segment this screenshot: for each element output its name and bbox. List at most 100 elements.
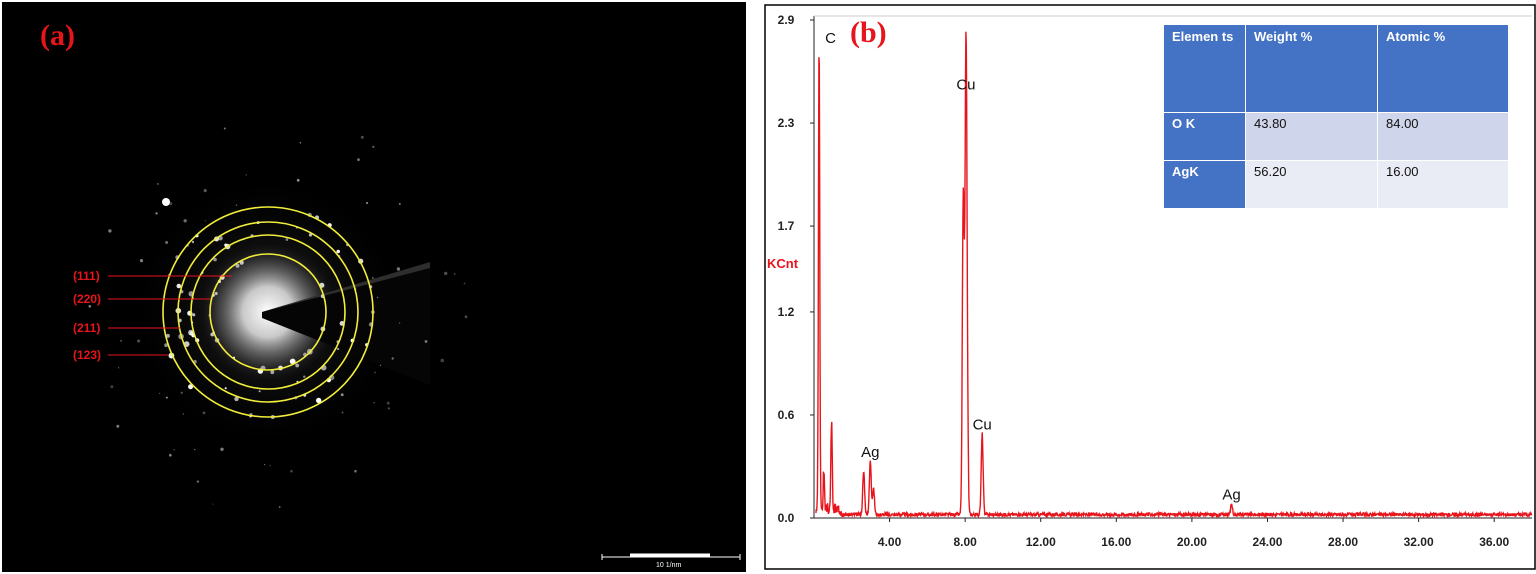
- diffraction-spot: [192, 313, 196, 317]
- diffraction-spot: [235, 204, 238, 206]
- diffraction-spot: [339, 321, 345, 326]
- header-atomic: Atomic %: [1377, 24, 1509, 113]
- diffraction-spot: [118, 367, 120, 369]
- plot-area: 4.00 8.00 12.00 16.00 20.00 24.00 28.00 32.00 36…: [778, 13, 1533, 549]
- diffraction-spot: [463, 282, 466, 285]
- diffraction-spot: [464, 315, 468, 319]
- diffraction-spot: [173, 449, 175, 451]
- diffraction-spot: [285, 238, 289, 241]
- diffraction-spot: [387, 407, 390, 410]
- diffraction-spot: [360, 135, 364, 139]
- ring-123: [162, 206, 374, 418]
- x-tick-label: 28.00: [1328, 535, 1358, 549]
- scale-bar-label: 10 1/nm: [656, 562, 681, 569]
- row-weight: 56.20: [1245, 160, 1378, 209]
- panel-a-label: (a): [40, 19, 75, 52]
- peak-label: Cu: [956, 76, 975, 93]
- diffraction-spot: [157, 183, 159, 185]
- diffraction-spot: [396, 267, 401, 271]
- row-element: AgK: [1163, 160, 1246, 209]
- edx-spectrum-line: [815, 31, 1533, 520]
- diffraction-spot: [182, 413, 185, 415]
- panel-b-label: (b): [850, 16, 887, 49]
- ring-211: [177, 221, 359, 403]
- scale-bar: [601, 553, 741, 560]
- row-atomic: 84.00: [1377, 112, 1509, 161]
- table-header-row: Elemen ts Weight % Atomic %: [1163, 24, 1509, 113]
- diffraction-spot: [340, 393, 344, 397]
- diffraction-spot: [303, 375, 306, 378]
- diffraction-spot: [155, 212, 158, 215]
- diffraction-spot: [453, 273, 456, 275]
- x-axis-ticks: 4.00 8.00 12.00 16.00 20.00 24.00 28.00 32.00 36…: [878, 518, 1510, 549]
- diffraction-spot: [258, 390, 261, 393]
- diffraction-spot: [366, 201, 369, 205]
- diffraction-spot: [223, 127, 226, 130]
- diffraction-spot: [88, 305, 92, 308]
- diffraction-spot: [295, 363, 300, 368]
- diffraction-spot: [289, 358, 296, 365]
- diffraction-spot: [398, 322, 401, 324]
- diffraction-spot: [373, 402, 375, 404]
- hkl-label-211: (211): [73, 321, 100, 335]
- diffraction-spot: [220, 447, 224, 451]
- diffraction-spot: [341, 411, 344, 414]
- diffraction-spot: [180, 391, 183, 394]
- diffraction-spot: [202, 411, 206, 415]
- y-axis-label: KCnt: [767, 256, 799, 271]
- diffraction-spot: [196, 480, 200, 483]
- diffraction-spot: [212, 503, 214, 505]
- diffraction-spot: [372, 145, 375, 148]
- diffraction-spot: [376, 296, 379, 299]
- diffraction-spot: [371, 276, 374, 279]
- x-tick-label: 24.00: [1252, 535, 1282, 549]
- y-tick-label: 1.2: [778, 305, 795, 319]
- ring-111: [209, 253, 327, 371]
- peak-label: Ag: [861, 444, 879, 461]
- ring-220: [190, 234, 346, 390]
- x-tick-label: 8.00: [953, 535, 977, 549]
- diffraction-spot: [316, 397, 322, 404]
- y-tick-label: 0.0: [778, 511, 795, 525]
- diffraction-spot: [137, 339, 141, 343]
- diffraction-spot: [224, 387, 227, 390]
- diffraction-spot: [336, 347, 340, 351]
- diffraction-spot: [165, 333, 170, 338]
- row-element: O K: [1163, 112, 1246, 161]
- diffraction-spot: [108, 229, 112, 233]
- diffraction-spot: [116, 424, 120, 428]
- diffraction-spot: [398, 202, 401, 205]
- diffraction-spot: [139, 259, 144, 263]
- diffraction-spot: [165, 396, 168, 399]
- diffraction-spot: [213, 257, 217, 262]
- diffraction-spot: [354, 469, 357, 473]
- diffraction-spot: [299, 141, 302, 144]
- beam-stopper-edge: [262, 262, 430, 312]
- diffraction-spot: [308, 233, 313, 237]
- peak-label: Cu: [973, 416, 992, 433]
- diffraction-spot: [120, 339, 123, 342]
- diffraction-spot: [165, 241, 169, 244]
- peak-label: Ag: [1222, 487, 1240, 504]
- x-tick-label: 12.00: [1026, 535, 1056, 549]
- diffraction-spot: [444, 271, 448, 276]
- diffraction-spot: [336, 249, 341, 254]
- peak-labels: C Ag Cu Cu Ag: [825, 30, 1241, 504]
- diffraction-spot: [424, 340, 428, 343]
- diffraction-spot: [159, 392, 161, 394]
- diffraction-spot: [210, 332, 215, 337]
- diffraction-spot: [204, 220, 206, 222]
- row-weight: 43.80: [1245, 112, 1378, 161]
- hkl-label-123: (123): [73, 348, 101, 362]
- diffraction-spot: [263, 463, 266, 466]
- bright-spot: [162, 198, 170, 206]
- x-tick-label: 4.00: [878, 535, 902, 549]
- diffraction-spot: [357, 158, 360, 162]
- diffraction-spot: [386, 401, 390, 405]
- diffraction-spot: [269, 464, 271, 467]
- x-tick-label: 36.00: [1479, 535, 1509, 549]
- diffraction-spot: [188, 384, 194, 390]
- diffraction-spot: [245, 174, 247, 176]
- peak-label: C: [825, 30, 836, 47]
- y-tick-label: 2.3: [778, 116, 795, 130]
